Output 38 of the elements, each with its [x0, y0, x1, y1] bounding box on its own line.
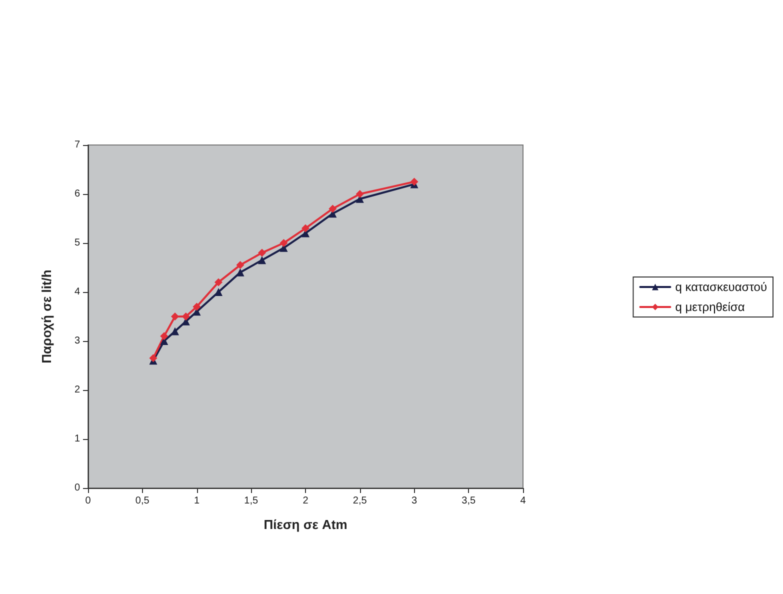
x-tick-label: 1 [194, 496, 200, 506]
point [410, 178, 418, 186]
point [182, 312, 190, 320]
y-tick-label: 7 [74, 140, 80, 150]
point [280, 239, 288, 247]
point [356, 190, 364, 198]
point [171, 327, 179, 336]
point [214, 278, 222, 286]
point [258, 256, 266, 264]
x-tick-label: 2 [302, 496, 309, 506]
point [258, 248, 266, 257]
point [236, 268, 244, 276]
y-tick-label: 1 [74, 434, 80, 444]
point [302, 224, 310, 232]
x-tick-label: 2,5 [352, 496, 368, 506]
point [171, 312, 179, 320]
x-tick-label: 1,5 [244, 496, 259, 506]
point [160, 332, 168, 340]
point [328, 204, 337, 213]
x-tick-label: 0 [85, 496, 92, 506]
x-tick-label: 4 [520, 496, 526, 506]
y-tick-label: 2 [74, 384, 80, 396]
point [149, 354, 158, 362]
x-tick-label: 3 [411, 496, 418, 506]
point [192, 302, 201, 311]
y-tick-label: 0 [74, 482, 80, 494]
y-tick-label: 5 [74, 238, 80, 248]
point [214, 288, 222, 296]
y-axis-title: Παροχή σε lit/h [39, 270, 54, 364]
y-tick-label: 4 [74, 286, 80, 298]
legend-label: q μετρηθείσα [675, 300, 745, 314]
x-tick-label: 0,5 [135, 496, 150, 506]
point [236, 261, 244, 270]
y-tick-label: 6 [74, 188, 80, 200]
x-axis-title: Πίεση σε Atm [264, 517, 348, 532]
legend-label: q κατασκευαστού [675, 280, 768, 294]
x-tick-label: 3,5 [462, 496, 476, 506]
y-tick-label: 3 [74, 336, 80, 346]
